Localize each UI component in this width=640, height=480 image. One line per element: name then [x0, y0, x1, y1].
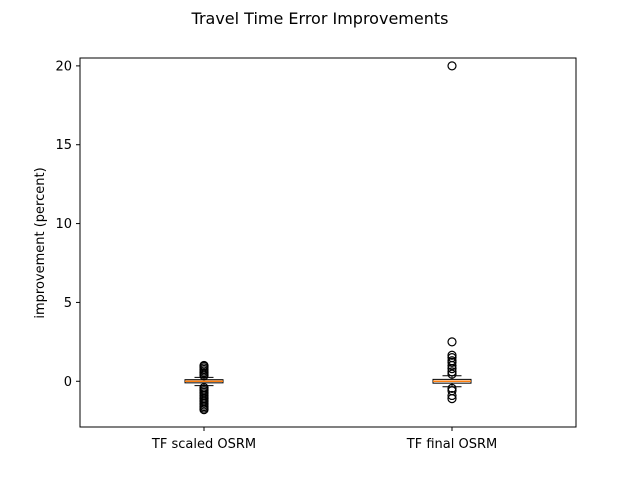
outlier-point	[447, 353, 457, 363]
outlier-point	[447, 383, 457, 393]
outlier-point	[447, 356, 457, 366]
outlier-point	[447, 350, 457, 360]
outlier-point	[447, 369, 457, 379]
y-tick-label: 0	[64, 375, 72, 390]
outlier-point	[447, 337, 457, 347]
outlier-point	[447, 61, 457, 71]
y-tick-label: 5	[64, 296, 72, 311]
chart-title: Travel Time Error Improvements	[191, 9, 449, 28]
y-tick-label: 15	[55, 138, 72, 153]
y-tick-label: 10	[55, 217, 72, 232]
axes-frame	[79, 57, 577, 428]
y-tick-label: 20	[55, 59, 72, 74]
outlier-point	[447, 386, 457, 396]
outlier-point	[199, 360, 209, 371]
x-tick-label: TF final OSRM	[406, 437, 497, 452]
outlier-point	[199, 382, 209, 393]
outlier-point	[447, 367, 457, 377]
x-tick-label: TF scaled OSRM	[151, 437, 256, 452]
plot-area: 0 5 10 15 20 TF scaled OSRM TF final OSRM	[55, 57, 577, 452]
y-axis-label: improvement (percent)	[33, 167, 48, 318]
outlier-point	[447, 390, 457, 401]
